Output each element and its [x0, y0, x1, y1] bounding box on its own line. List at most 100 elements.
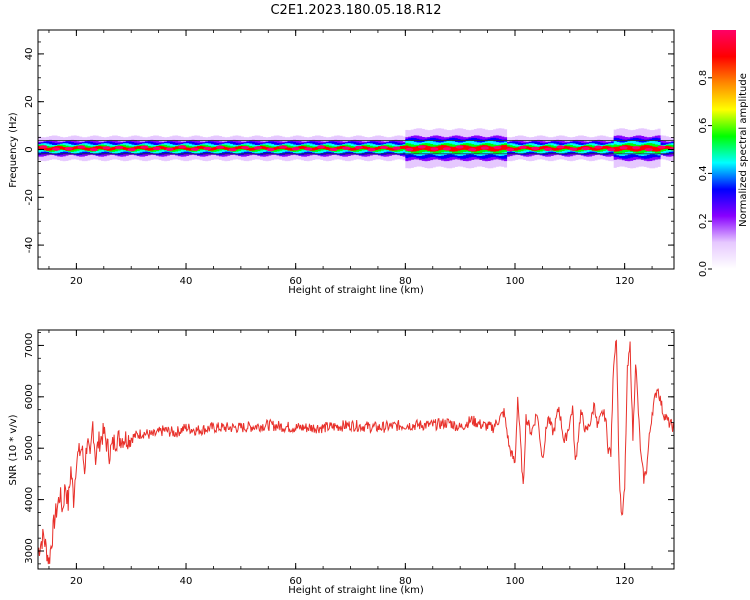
- spectrogram-hotspot: [266, 148, 275, 152]
- spectrogram-ytick-label: 0: [24, 146, 35, 152]
- spectrogram-cell: [493, 146, 497, 152]
- spectrogram-hotspot: [455, 145, 464, 149]
- spectrogram-cell: [57, 145, 61, 149]
- colorbar-label: Normalized spectral amplitude: [738, 73, 749, 227]
- spectrogram-cell: [73, 146, 77, 150]
- spectrogram-panel: 20 40 60 80 100 120 -40 -20 0 20 40 Height of stra…: [8, 29, 675, 296]
- spectrogram-hotspot: [619, 146, 628, 150]
- spectrogram-hotspot: [216, 145, 225, 149]
- spectrogram-xlabel: Height of straight line (km): [288, 285, 424, 296]
- spectrogram-hotspot: [657, 145, 666, 149]
- spectrogram-cell: [564, 145, 568, 149]
- spectrogram-cell: [366, 147, 371, 151]
- spectrogram-ytick-label: 20: [24, 95, 35, 108]
- spectrogram-cell: [528, 146, 532, 150]
- spectrogram-hotspot: [77, 145, 86, 149]
- spectrogram-cell: [465, 145, 469, 151]
- colorbar-tick-label: 0.4: [698, 165, 709, 181]
- spectrogram-cell: [597, 147, 601, 151]
- spectrogram-cell: [649, 145, 653, 151]
- spectrogram-cell: [525, 146, 530, 150]
- spectrogram-cell: [210, 147, 214, 151]
- spectrogram-hotspot: [241, 145, 250, 150]
- spectrogram-cell: [506, 146, 510, 150]
- spectrogram-cell: [556, 147, 560, 151]
- spectrogram-cell: [657, 146, 661, 152]
- spectrogram-cell: [476, 146, 480, 151]
- spectrogram-ticks: 20 40 60 80 100 120 -40 -20 0 20 40: [24, 29, 674, 287]
- spectrogram-hotspot: [405, 147, 414, 152]
- spectrogram-ytick-label: 40: [24, 48, 35, 61]
- spectrogram-cell: [413, 146, 417, 152]
- snr-ytick-label: 5000: [24, 435, 35, 460]
- spectrogram-cell: [251, 147, 255, 151]
- spectrogram-cell: [158, 145, 162, 149]
- spectrogram-cell: [490, 146, 494, 152]
- spectrogram-cell: [147, 147, 151, 151]
- spectrogram-ylabel: Frequency (Hz): [8, 112, 19, 188]
- spectrogram-hotspot: [64, 147, 73, 151]
- spectrogram-cell: [462, 144, 466, 150]
- spectrogram-cell: [265, 147, 269, 151]
- snr-ytick-label: 6000: [24, 384, 35, 409]
- spectrogram-xtick-label: 80: [399, 276, 412, 287]
- snr-panel: 20 40 60 80 100 120 3000 4000 5000 6000 7000 Heigh…: [8, 329, 675, 596]
- spectrogram-cell: [298, 145, 302, 149]
- spectrogram-cell: [487, 145, 491, 151]
- spectrogram-hotspot: [228, 148, 237, 152]
- spectrogram-cell: [249, 147, 253, 151]
- spectrogram-cell: [150, 147, 154, 151]
- spectrogram-cell: [515, 147, 519, 151]
- spectrogram-cell: [112, 147, 116, 151]
- spectrogram-cell: [273, 147, 277, 151]
- spectrogram-hotspot: [354, 145, 363, 149]
- spectrogram-hotspot: [606, 148, 615, 152]
- spectrogram-cell: [84, 147, 88, 151]
- spectrogram-cell: [361, 145, 365, 149]
- spectrogram-cell: [227, 147, 231, 151]
- spectrogram-cell: [43, 147, 47, 151]
- spectrogram-xtick-label: 100: [505, 276, 524, 287]
- snr-xtick-label: 120: [615, 576, 634, 587]
- spectrogram-cell: [290, 147, 294, 151]
- spectrogram-cell: [424, 145, 428, 151]
- spectrogram-hotspot: [531, 146, 540, 150]
- spectrogram-hotspot: [644, 148, 653, 152]
- colorbar-strip: [712, 30, 736, 269]
- spectrogram-cell: [46, 147, 50, 151]
- spectrogram-cell: [125, 147, 129, 151]
- spectrogram-hotspot: [581, 146, 590, 151]
- spectrogram-cell: [161, 146, 165, 150]
- snr-xtick-label: 100: [505, 576, 524, 587]
- snr-frame: [37, 329, 675, 570]
- spectrogram-hotspot: [304, 147, 313, 151]
- spectrogram-cell: [301, 145, 305, 149]
- spectrogram-cell: [504, 145, 508, 150]
- snr-series-line: [38, 339, 674, 565]
- spectrogram-cell: [323, 146, 327, 150]
- spectrogram-cell: [553, 147, 557, 151]
- spectrogram-hotspot: [127, 148, 136, 152]
- spectrogram-cell: [594, 147, 598, 151]
- spectrogram-cell: [235, 146, 239, 150]
- spectrogram-cell: [440, 145, 445, 150]
- spectrogram-cell: [262, 146, 266, 150]
- snr-ticks: 20 40 60 80 100 120 3000 4000 5000 6000 7000: [24, 330, 674, 587]
- snr-ytick-label: 4000: [24, 487, 35, 512]
- spectrogram-hotspot: [417, 145, 426, 149]
- colorbar-ticks: 0.0 0.2 0.4 0.6 0.8: [698, 70, 712, 277]
- spectrogram-cell: [188, 147, 192, 151]
- spectrogram-cell: [314, 146, 318, 150]
- spectrogram-cell: [643, 144, 647, 150]
- spectrogram-cell: [377, 146, 381, 150]
- spectrogram-hotspot: [52, 147, 61, 151]
- spectrogram-cell: [48, 147, 53, 151]
- spectrogram-xtick-label: 40: [180, 276, 193, 287]
- spectrogram-cell: [578, 147, 582, 151]
- spectrogram-hotspot: [430, 147, 439, 151]
- spectrogram-ytick-label: -20: [24, 189, 35, 205]
- spectrogram-hotspot: [518, 145, 527, 149]
- spectrogram-ytick-label: -40: [24, 237, 35, 253]
- colorbar: 0.0 0.2 0.4 0.6 0.8 Normalized spectral ampl…: [698, 30, 749, 277]
